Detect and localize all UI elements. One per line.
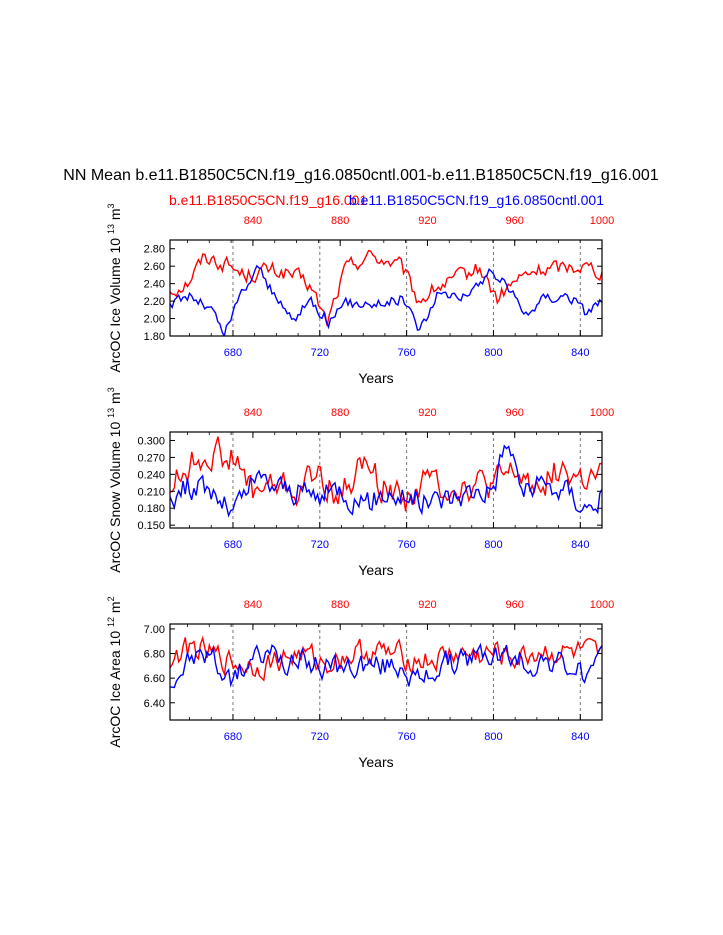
x-tick-label-bottom: 840 xyxy=(571,539,589,551)
x-tick-label-top: 920 xyxy=(418,599,436,611)
y-tick-label: 0.150 xyxy=(137,520,165,532)
y-tick-label: 6.40 xyxy=(144,698,165,710)
x-tick-label-bottom: 680 xyxy=(224,539,242,551)
y-axis-label: ArcOC Snow Volume 10 13 m3 xyxy=(106,387,123,572)
x-tick-label-bottom: 760 xyxy=(397,347,415,359)
x-tick-label-top: 1000 xyxy=(590,407,614,419)
plot-frame xyxy=(169,431,603,529)
series-line-red xyxy=(170,635,602,682)
plot-frame xyxy=(169,239,603,337)
series-line-red xyxy=(170,436,602,512)
y-tick-label: 1.80 xyxy=(144,331,165,343)
chart-snow-volume: 0.150 0.180 0.210 0.240 0.270 0.300 680 720 760 8… xyxy=(106,387,614,578)
y-tick-label: 2.00 xyxy=(144,314,165,326)
x-tick-label-bottom: 800 xyxy=(484,731,502,743)
plot-frame xyxy=(169,623,603,721)
x-tick-label-top: 840 xyxy=(244,599,262,611)
series-line-blue xyxy=(170,642,602,689)
series-line-blue xyxy=(170,264,602,336)
x-tick-label-top: 960 xyxy=(506,215,524,227)
x-tick-label-bottom: 680 xyxy=(224,347,242,359)
x-axis-label: Years xyxy=(358,562,393,578)
x-tick-label-top: 840 xyxy=(244,407,262,419)
x-tick-label-top: 960 xyxy=(506,599,524,611)
y-axis-label: ArcOC Ice Area 10 12 m2 xyxy=(106,596,123,747)
y-tick-label: 0.180 xyxy=(137,503,165,515)
chart-ice-volume: 1.80 2.00 2.20 2.40 2.60 2.80 680 720 760 800 840 8… xyxy=(106,203,614,386)
x-tick-label-top: 1000 xyxy=(590,599,614,611)
x-tick-label-bottom: 760 xyxy=(397,539,415,551)
chart-ice-area: 6.40 6.60 6.80 7.00 680 720 760 800 840 840 880 920… xyxy=(106,596,614,770)
legend-red-label: b.e11.B1850C5CN.f19_g16.001 xyxy=(169,192,367,208)
x-axis-label: Years xyxy=(358,754,393,770)
figure-title: NN Mean b.e11.B1850C5CN.f19_g16.0850cntl… xyxy=(63,167,658,184)
y-tick-label: 0.270 xyxy=(137,452,165,464)
y-tick-label: 6.80 xyxy=(144,649,165,661)
y-axis-label: ArcOC Ice Volume 10 13 m3 xyxy=(106,203,123,372)
series-line-blue xyxy=(170,444,602,518)
y-tick-label: 6.60 xyxy=(144,673,165,685)
x-tick-label-bottom: 720 xyxy=(311,731,329,743)
y-tick-label: 2.40 xyxy=(144,279,165,291)
series-line-red xyxy=(170,249,602,326)
x-tick-label-bottom: 720 xyxy=(311,539,329,551)
x-tick-label-bottom: 760 xyxy=(397,731,415,743)
x-tick-label-top: 1000 xyxy=(590,215,614,227)
x-tick-label-top: 880 xyxy=(331,215,349,227)
y-tick-label: 2.20 xyxy=(144,296,165,308)
x-tick-label-top: 920 xyxy=(418,215,436,227)
x-tick-label-bottom: 680 xyxy=(224,731,242,743)
chart-panels: 1.80 2.00 2.20 2.40 2.60 2.80 680 720 760 800 840 8… xyxy=(106,203,614,770)
x-tick-label-bottom: 800 xyxy=(484,539,502,551)
x-tick-label-top: 880 xyxy=(331,407,349,419)
x-tick-label-bottom: 840 xyxy=(571,347,589,359)
x-tick-label-top: 840 xyxy=(244,215,262,227)
y-tick-label: 7.00 xyxy=(144,624,165,636)
y-tick-label: 0.240 xyxy=(137,469,165,481)
x-tick-label-bottom: 720 xyxy=(311,347,329,359)
x-tick-label-top: 920 xyxy=(418,407,436,419)
y-tick-label: 0.300 xyxy=(137,435,165,447)
y-tick-label: 2.80 xyxy=(144,244,165,256)
x-axis-label: Years xyxy=(358,370,393,386)
x-tick-label-bottom: 800 xyxy=(484,347,502,359)
x-tick-label-bottom: 840 xyxy=(571,731,589,743)
x-tick-label-top: 960 xyxy=(506,407,524,419)
y-tick-label: 2.60 xyxy=(144,261,165,273)
y-tick-label: 0.210 xyxy=(137,486,165,498)
x-tick-label-top: 880 xyxy=(331,599,349,611)
legend-blue-label: b.e11.B1850C5CN.f19_g16.0850cntl.001 xyxy=(349,192,604,208)
